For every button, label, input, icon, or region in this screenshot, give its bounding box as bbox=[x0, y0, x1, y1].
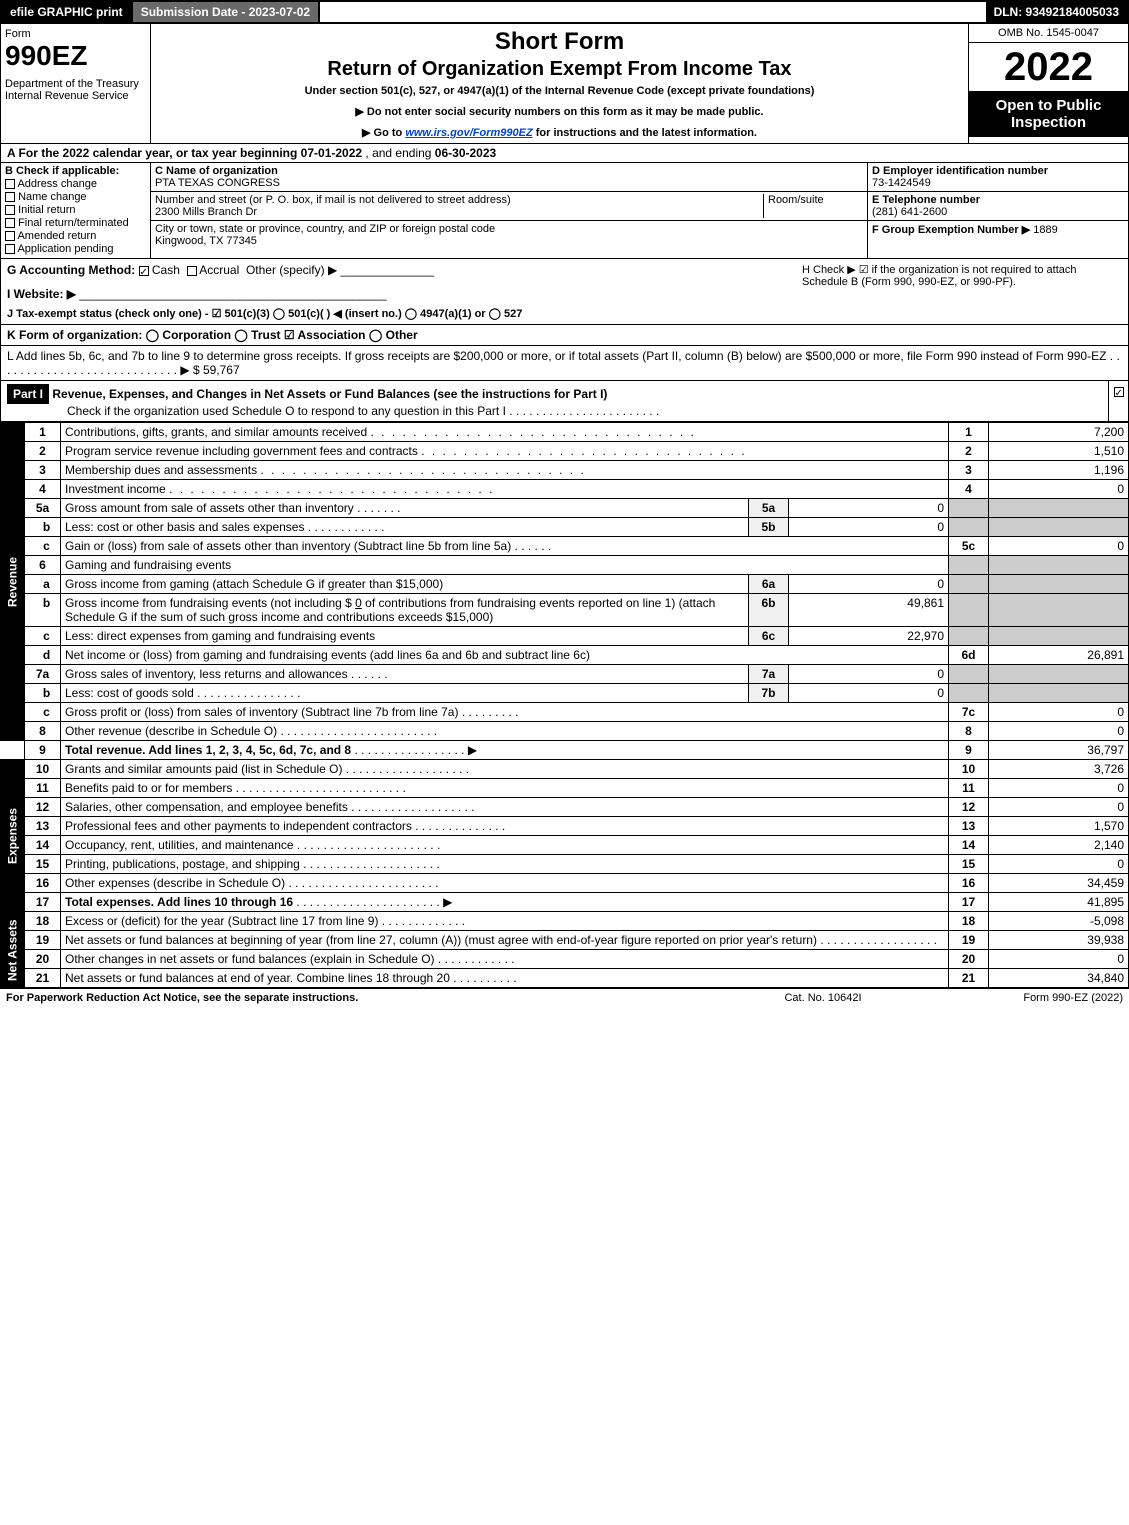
title-short-form: Short Form bbox=[155, 28, 964, 56]
line-5b-value: 0 bbox=[789, 518, 949, 537]
form-word: Form bbox=[5, 28, 146, 40]
part-i-label: Part I bbox=[7, 384, 49, 404]
chk-address-change[interactable]: Address change bbox=[5, 178, 146, 190]
line-16-value: 34,459 bbox=[989, 874, 1129, 893]
line-12-value: 0 bbox=[989, 798, 1129, 817]
b-label: B Check if applicable: bbox=[5, 165, 119, 177]
line-k: K Form of organization: ◯ Corporation ◯ … bbox=[0, 325, 1129, 346]
d-label: D Employer identification number bbox=[872, 165, 1048, 177]
net-assets-side-label: Net Assets bbox=[1, 912, 25, 988]
part-i-heading: Revenue, Expenses, and Changes in Net As… bbox=[52, 387, 607, 401]
line-l: L Add lines 5b, 6c, and 7b to line 9 to … bbox=[0, 346, 1129, 381]
line-7b-value: 0 bbox=[789, 684, 949, 703]
line-7a-value: 0 bbox=[789, 665, 949, 684]
tax-year: 2022 bbox=[969, 43, 1128, 91]
h-text: H Check ▶ ☑ if the organization is not r… bbox=[802, 263, 1122, 320]
line-17-value: 41,895 bbox=[989, 893, 1129, 912]
row-g-h-i-j: G Accounting Method: Cash Accrual Other … bbox=[0, 259, 1129, 325]
line-9-value: 36,797 bbox=[989, 741, 1129, 760]
line-18-value: -5,098 bbox=[989, 912, 1129, 931]
footer-left: For Paperwork Reduction Act Notice, see … bbox=[6, 992, 723, 1004]
chk-amended-return[interactable]: Amended return bbox=[5, 230, 146, 242]
line-6a-value: 0 bbox=[789, 575, 949, 594]
i-label: I Website: ▶ bbox=[7, 287, 76, 301]
col-def: D Employer identification number 73-1424… bbox=[868, 163, 1128, 258]
col-c: C Name of organization PTA TEXAS CONGRES… bbox=[151, 163, 868, 258]
city-label: City or town, state or province, country… bbox=[155, 223, 495, 235]
lines-table: Revenue 1 Contributions, gifts, grants, … bbox=[0, 422, 1129, 988]
col-b: B Check if applicable: Address change Na… bbox=[1, 163, 151, 258]
line-6c-value: 22,970 bbox=[789, 627, 949, 646]
line-5c-value: 0 bbox=[989, 537, 1129, 556]
line-a: A For the 2022 calendar year, or tax yea… bbox=[0, 144, 1129, 163]
section-b-through-f: B Check if applicable: Address change Na… bbox=[0, 163, 1129, 259]
chk-application-pending[interactable]: Application pending bbox=[5, 243, 146, 255]
e-label: E Telephone number bbox=[872, 194, 980, 206]
chk-schedule-o-part-i[interactable] bbox=[1114, 387, 1124, 397]
subtitle: Under section 501(c), 527, or 4947(a)(1)… bbox=[155, 85, 964, 97]
line-13-value: 1,570 bbox=[989, 817, 1129, 836]
part-i-header-row: Part I Revenue, Expenses, and Changes in… bbox=[0, 381, 1129, 422]
ein-value: 73-1424549 bbox=[872, 177, 931, 189]
line-4-value: 0 bbox=[989, 480, 1129, 499]
chk-accrual[interactable] bbox=[187, 266, 197, 276]
footer-form-ref: Form 990-EZ (2022) bbox=[923, 992, 1123, 1004]
note-goto: ▶ Go to www.irs.gov/Form990EZ for instru… bbox=[155, 126, 964, 139]
line-1-value: 7,200 bbox=[989, 423, 1129, 442]
chk-name-change[interactable]: Name change bbox=[5, 191, 146, 203]
line-5a-value: 0 bbox=[789, 499, 949, 518]
form-header: Form 990EZ Department of the Treasury In… bbox=[0, 24, 1129, 144]
gross-receipts-value: 59,767 bbox=[203, 363, 240, 377]
street-value: 2300 Mills Branch Dr bbox=[155, 206, 257, 218]
efile-print-button[interactable]: efile GRAPHIC print bbox=[2, 2, 133, 22]
part-i-checknote: Check if the organization used Schedule … bbox=[7, 404, 506, 418]
dln-label: DLN: 93492184005033 bbox=[986, 2, 1127, 22]
line-2-value: 1,510 bbox=[989, 442, 1129, 461]
line-19-value: 39,938 bbox=[989, 931, 1129, 950]
g-label: G Accounting Method: bbox=[7, 263, 135, 277]
city-value: Kingwood, TX 77345 bbox=[155, 235, 257, 247]
chk-initial-return[interactable]: Initial return bbox=[5, 204, 146, 216]
top-bar: efile GRAPHIC print Submission Date - 20… bbox=[0, 0, 1129, 24]
submission-date-label: Submission Date - 2023-07-02 bbox=[133, 2, 320, 22]
omb-number: OMB No. 1545-0047 bbox=[969, 24, 1128, 43]
line-20-value: 0 bbox=[989, 950, 1129, 969]
page-footer: For Paperwork Reduction Act Notice, see … bbox=[0, 988, 1129, 1007]
dept-label: Department of the Treasury Internal Reve… bbox=[5, 78, 146, 102]
c-label: C Name of organization bbox=[155, 165, 278, 177]
line-10-value: 3,726 bbox=[989, 760, 1129, 779]
footer-cat-no: Cat. No. 10642I bbox=[723, 992, 923, 1004]
open-to-public: Open to Public Inspection bbox=[969, 91, 1128, 137]
line-7c-value: 0 bbox=[989, 703, 1129, 722]
line-21-value: 34,840 bbox=[989, 969, 1129, 988]
irs-link[interactable]: www.irs.gov/Form990EZ bbox=[405, 127, 532, 139]
line-6d-value: 26,891 bbox=[989, 646, 1129, 665]
form-number: 990EZ bbox=[5, 40, 146, 72]
f-label: F Group Exemption Number ▶ bbox=[872, 224, 1030, 236]
j-label: J Tax-exempt status (check only one) - ☑… bbox=[7, 308, 522, 320]
line-8-value: 0 bbox=[989, 722, 1129, 741]
expenses-side-label: Expenses bbox=[1, 760, 25, 912]
line-3-value: 1,196 bbox=[989, 461, 1129, 480]
group-exemption-value: 1889 bbox=[1033, 224, 1057, 236]
chk-final-return[interactable]: Final return/terminated bbox=[5, 217, 146, 229]
line-14-value: 2,140 bbox=[989, 836, 1129, 855]
org-name: PTA TEXAS CONGRESS bbox=[155, 177, 280, 189]
title-return: Return of Organization Exempt From Incom… bbox=[155, 58, 964, 81]
room-label: Room/suite bbox=[768, 194, 824, 206]
note-ssn: ▶ Do not enter social security numbers o… bbox=[155, 105, 964, 118]
revenue-side-label: Revenue bbox=[1, 423, 25, 741]
phone-value: (281) 641-2600 bbox=[872, 206, 947, 218]
chk-cash[interactable] bbox=[139, 266, 149, 276]
line-15-value: 0 bbox=[989, 855, 1129, 874]
line-11-value: 0 bbox=[989, 779, 1129, 798]
street-label: Number and street (or P. O. box, if mail… bbox=[155, 194, 511, 206]
line-6b-value: 49,861 bbox=[789, 594, 949, 627]
